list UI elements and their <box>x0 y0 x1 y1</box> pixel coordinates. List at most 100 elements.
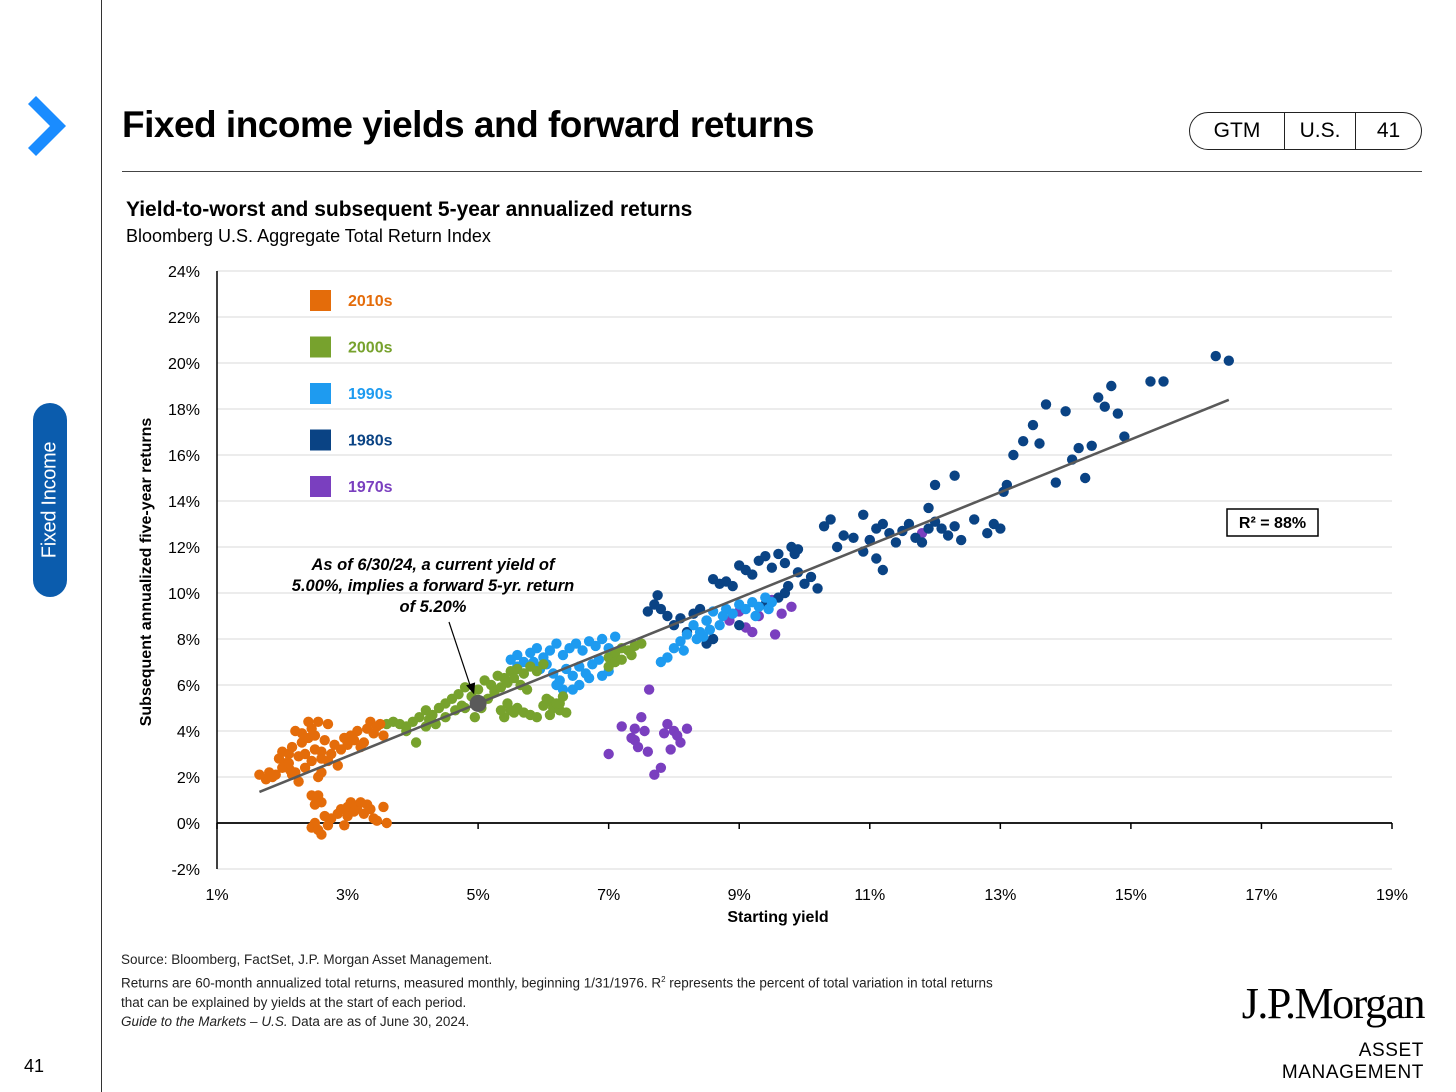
data-point <box>1099 401 1110 412</box>
data-point <box>766 562 778 573</box>
y-tick-label: 14% <box>168 494 200 511</box>
y-tick-label: -2% <box>172 862 200 879</box>
legend-swatch <box>310 383 331 404</box>
trend-line <box>258 398 1230 794</box>
data-point <box>727 580 738 592</box>
data-point <box>675 636 686 647</box>
data-point <box>969 514 980 525</box>
data-point <box>949 470 960 481</box>
footer-guide: Guide to the Markets – U.S. Data are as … <box>121 1012 993 1032</box>
data-point <box>332 760 343 771</box>
data-point <box>688 620 699 631</box>
data-point <box>616 721 627 732</box>
data-point <box>903 518 915 530</box>
footer-guide-title: Guide to the Markets – U.S. <box>121 1014 288 1029</box>
x-tick-label: 5% <box>467 887 490 904</box>
data-point <box>378 730 389 741</box>
data-point <box>453 689 464 700</box>
legend-swatch <box>310 429 331 451</box>
data-point <box>848 532 859 543</box>
data-point <box>561 707 572 718</box>
data-point <box>776 608 787 619</box>
data-point <box>541 693 552 704</box>
annotation-text: 5.00%, implies a forward 5-yr. return <box>292 577 574 595</box>
x-tick-label: 13% <box>984 887 1016 904</box>
y-tick-label: 20% <box>168 356 200 373</box>
data-point <box>662 652 673 663</box>
x-tick-label: 9% <box>728 887 751 904</box>
data-point <box>747 626 758 638</box>
data-point <box>923 523 934 534</box>
data-point <box>629 735 640 746</box>
data-point <box>704 624 716 635</box>
data-point <box>1060 406 1071 417</box>
data-point <box>747 569 758 580</box>
data-point <box>316 829 327 840</box>
x-tick-label: 3% <box>336 887 359 904</box>
data-point <box>701 615 712 626</box>
y-tick-label: 12% <box>168 540 200 557</box>
data-point <box>303 716 314 727</box>
data-point <box>1034 438 1045 449</box>
data-point <box>1086 440 1097 451</box>
data-point <box>639 725 650 737</box>
data-point <box>717 610 729 622</box>
data-point <box>740 603 751 615</box>
data-point <box>299 748 311 760</box>
data-point <box>825 514 836 525</box>
data-point <box>378 801 389 813</box>
data-point <box>590 640 601 652</box>
data-point <box>472 684 484 695</box>
data-point <box>518 668 530 679</box>
data-point <box>805 571 817 583</box>
data-point <box>365 804 376 815</box>
data-point <box>583 672 595 684</box>
data-point <box>1079 472 1091 484</box>
legend-label: 1990s <box>348 386 393 403</box>
chevron-right-icon <box>28 96 66 156</box>
series-2010s <box>254 716 392 840</box>
data-point <box>348 735 360 746</box>
data-point <box>531 643 543 654</box>
data-point <box>812 583 823 594</box>
data-point <box>668 643 680 654</box>
data-point <box>779 557 791 569</box>
data-point <box>316 797 327 808</box>
data-point <box>358 737 370 748</box>
legend-label: 2010s <box>348 293 393 310</box>
footer-note-part1: Returns are 60-month annualized total re… <box>121 975 662 990</box>
data-point <box>642 606 654 617</box>
data-point <box>675 737 686 748</box>
y-tick-label: 8% <box>177 632 200 649</box>
data-point <box>296 728 308 739</box>
data-point <box>636 712 647 723</box>
data-point <box>577 645 588 656</box>
data-point <box>655 762 667 773</box>
y-tick-label: 22% <box>168 310 200 327</box>
y-tick-label: 16% <box>168 448 200 465</box>
current-yield-point <box>469 694 487 712</box>
y-tick-label: 6% <box>177 678 200 695</box>
section-tab-fixed-income[interactable]: Fixed Income <box>33 403 67 597</box>
series-2000s <box>368 638 647 748</box>
data-point <box>877 518 889 530</box>
legend-label: 1980s <box>348 433 393 450</box>
data-point <box>652 590 663 601</box>
logo-wordmark: J.P.Morgan <box>1241 979 1426 1028</box>
title-divider <box>122 171 1422 172</box>
data-point <box>512 649 523 661</box>
data-point <box>982 528 993 539</box>
data-point <box>1223 355 1235 366</box>
data-point <box>831 541 843 553</box>
data-point <box>531 666 543 677</box>
legend-label: 2000s <box>348 340 393 357</box>
data-point <box>858 509 869 520</box>
data-point <box>1008 449 1019 461</box>
data-point <box>381 817 392 829</box>
data-point <box>949 521 960 532</box>
data-point <box>786 601 797 612</box>
data-point <box>283 758 295 769</box>
footer-guide-date: Data are as of June 30, 2024. <box>287 1014 470 1029</box>
data-point <box>658 728 670 739</box>
r-squared-label: R² = 88% <box>1239 515 1306 532</box>
